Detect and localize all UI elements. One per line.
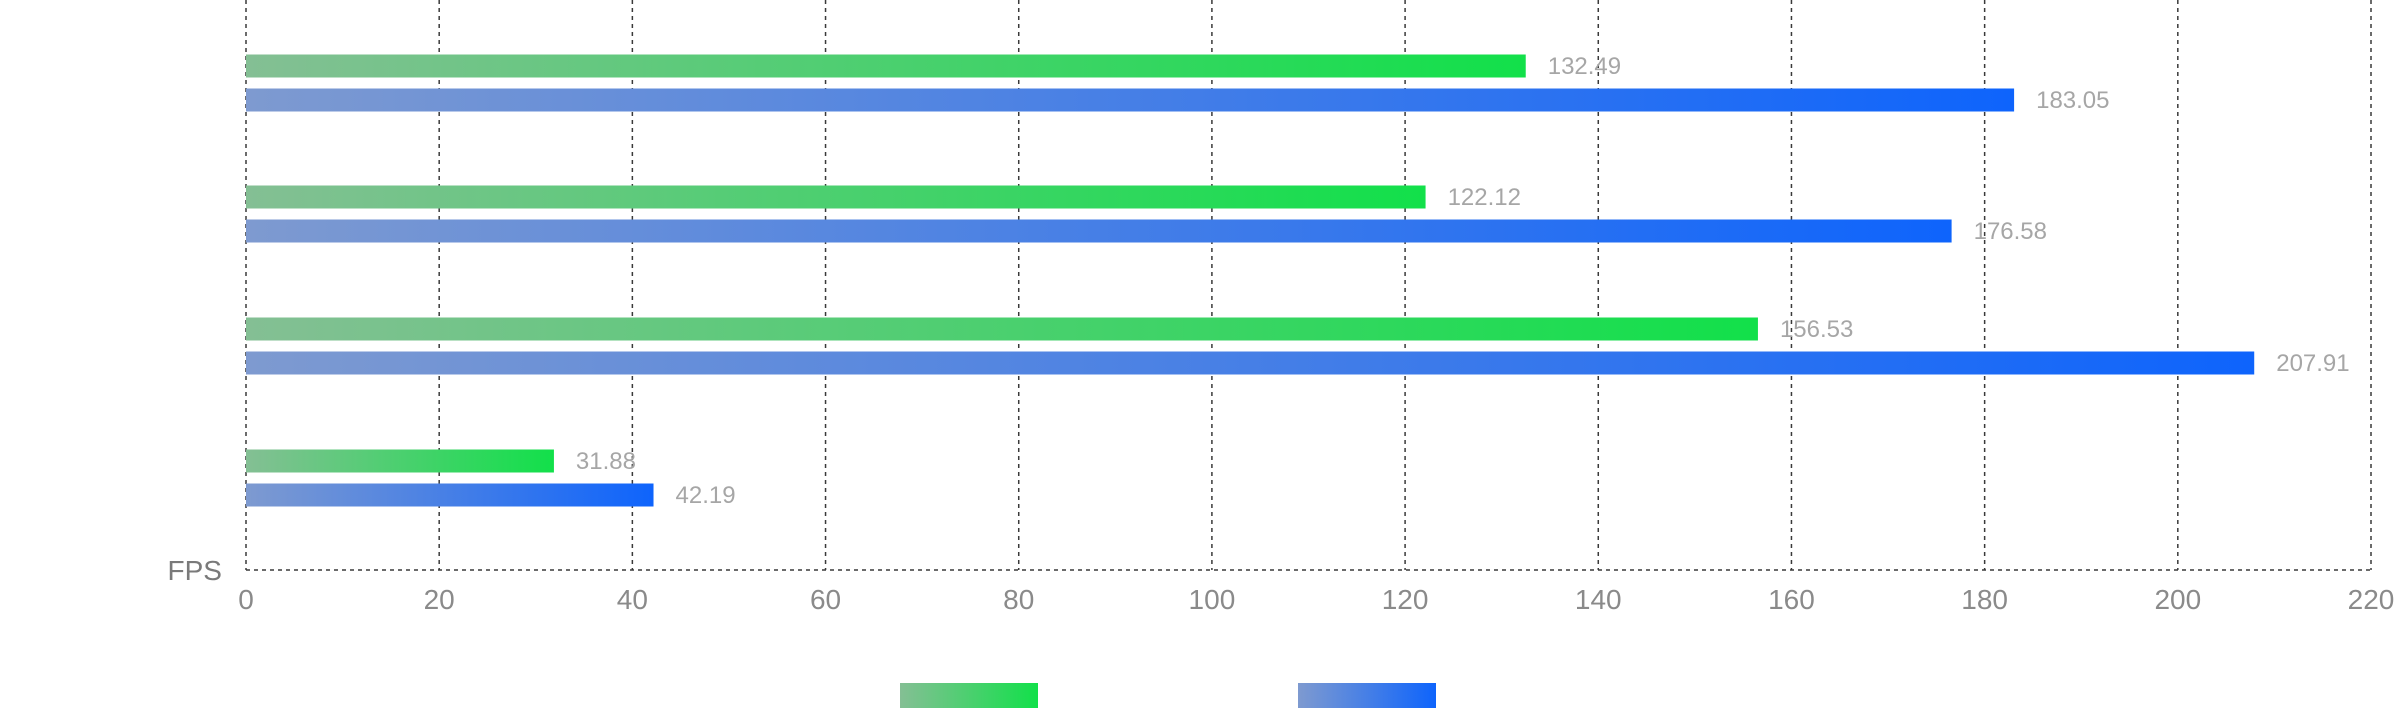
bars: [246, 54, 2255, 507]
value-label-series-1-group-1: 132.49: [1548, 53, 1621, 80]
x-tick-label-0: 0: [238, 584, 254, 615]
bar-series-1-group-4: [246, 449, 554, 473]
value-label-series-1-group-2: 122.12: [1448, 184, 1521, 211]
value-label-series-2-group-2: 176.58: [1974, 218, 2047, 245]
value-label-series-1-group-3: 156.53: [1780, 316, 1853, 343]
value-label-series-2-group-4: 42.19: [676, 482, 736, 509]
bar-series-2-group-3: [246, 351, 2255, 375]
grid-lines: [245, 0, 2372, 571]
value-label-series-2-group-1: 183.05: [2036, 87, 2109, 114]
legend: [900, 683, 1436, 708]
x-tick-label-200: 200: [2154, 584, 2201, 615]
x-axis-unit-label: FPS: [168, 555, 222, 586]
value-labels: 132.49 122.12 156.53 31.88 183.05 176.58 207.9…: [576, 53, 2350, 509]
x-tick-label-220: 220: [2348, 584, 2395, 615]
x-tick-label-120: 120: [1382, 584, 1429, 615]
legend-swatch-series-2: [1298, 683, 1436, 708]
bar-series-2-group-2: [246, 219, 1952, 243]
bar-series-1-group-2: [246, 185, 1426, 209]
value-label-series-2-group-3: 207.91: [2276, 350, 2349, 377]
x-axis: FPS 0 20 40 60 80 100 120 140 160 180 200 220: [168, 555, 2395, 615]
x-tick-label-160: 160: [1768, 584, 1815, 615]
bar-series-2-group-1: [246, 88, 2015, 112]
bar-series-1-group-1: [246, 54, 1526, 78]
x-tick-label-20: 20: [424, 584, 455, 615]
x-tick-label-180: 180: [1961, 584, 2008, 615]
legend-swatch-series-1: [900, 683, 1038, 708]
bar-series-1-group-3: [246, 317, 1758, 341]
x-tick-label-80: 80: [1003, 584, 1034, 615]
x-tick-label-140: 140: [1575, 584, 1622, 615]
x-tick-label-100: 100: [1189, 584, 1236, 615]
value-label-series-1-group-4: 31.88: [576, 448, 636, 475]
x-tick-label-60: 60: [810, 584, 841, 615]
x-tick-label-40: 40: [617, 584, 648, 615]
bar-series-2-group-4: [246, 483, 654, 507]
